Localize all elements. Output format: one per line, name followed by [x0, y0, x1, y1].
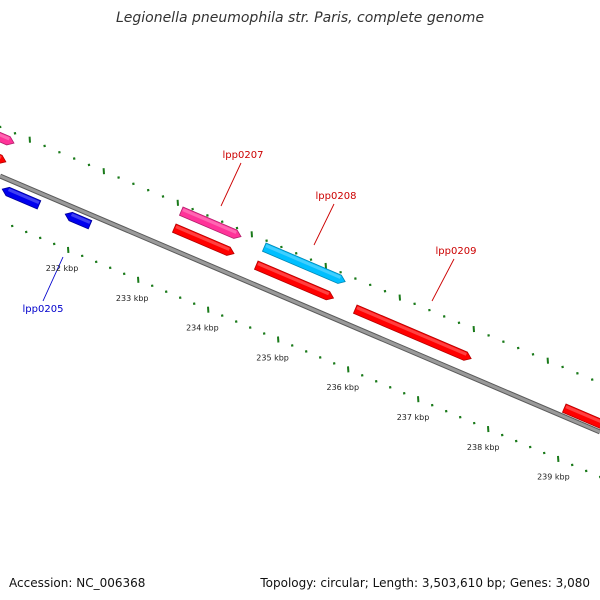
scale-label: 237 kbp	[397, 413, 430, 422]
gene-blue-2	[64, 211, 93, 230]
scale-label: 238 kbp	[467, 443, 500, 452]
gene-red-b-highlight	[257, 262, 330, 296]
gene-red-b-shape	[253, 260, 335, 301]
gene-lpp0207-highlight	[182, 208, 237, 234]
gene-lpp0208	[261, 242, 346, 284]
gene-pink-edge-highlight	[0, 129, 10, 141]
callout-line-lpp0209	[431, 258, 455, 302]
gene-label-lpp0205: lpp0205	[23, 304, 64, 315]
gene-red-edge-right-highlight	[565, 405, 600, 425]
scale-label: 234 kbp	[186, 324, 219, 333]
gene-red-edge-shape	[0, 150, 7, 165]
gene-lpp0207-shape	[178, 206, 242, 239]
backbone	[0, 173, 600, 435]
callout-line-lpp0208	[313, 203, 335, 246]
gene-features	[0, 127, 600, 430]
scale-label: 233 kbp	[116, 294, 149, 303]
gene-pink-edge-shape	[0, 127, 15, 146]
gene-label-lpp0207: lpp0207	[223, 150, 264, 161]
map-title: Legionella pneumophila str. Paris, compl…	[115, 10, 485, 26]
scale-label: 239 kbp	[537, 473, 570, 482]
gene-label-lpp0209: lpp0209	[436, 246, 477, 257]
gene-blue-1-shape	[1, 186, 42, 210]
scale-labels: 232 kbp 233 kbp 234 kbp 235 kbp 236 kbp 237 k…	[46, 264, 570, 482]
callout-line-lpp0205	[42, 256, 64, 302]
tick-marks-inner	[10, 224, 600, 479]
gene-lpp0209-highlight	[356, 306, 467, 356]
backbone-line	[0, 174, 600, 434]
gene-red-a-shape	[171, 223, 235, 256]
gene-lpp0208-shape	[261, 242, 346, 284]
gene-blue-1	[1, 186, 42, 210]
accession-text: Accession: NC_006368	[9, 576, 146, 590]
gene-blue-1-highlight	[7, 188, 40, 204]
gene-blue-2-shape	[64, 211, 93, 230]
scale-label: 232 kbp	[46, 264, 79, 273]
gene-blue-2-highlight	[70, 213, 91, 224]
topology-summary: Topology: circular; Length: 3,503,610 bp…	[260, 576, 590, 590]
gene-lpp0208-highlight	[265, 244, 342, 279]
scale-label: 235 kbp	[256, 353, 289, 362]
gene-label-lpp0208: lpp0208	[316, 191, 357, 202]
gene-callouts: lpp0207 lpp0208 lpp0209 lpp0205	[23, 150, 477, 315]
gene-red-b	[253, 260, 335, 301]
gene-red-a	[171, 223, 235, 256]
gene-pink-edge	[0, 127, 15, 146]
scale-label: 236 kbp	[326, 383, 359, 392]
gene-red-a-highlight	[175, 225, 230, 251]
gene-lpp0209-shape	[352, 304, 472, 361]
gene-lpp0209	[352, 304, 472, 361]
tick-marks-outer	[0, 125, 594, 381]
gene-lpp0207	[178, 206, 242, 239]
gene-red-edge	[0, 150, 7, 165]
callout-line-lpp0207	[220, 162, 242, 207]
